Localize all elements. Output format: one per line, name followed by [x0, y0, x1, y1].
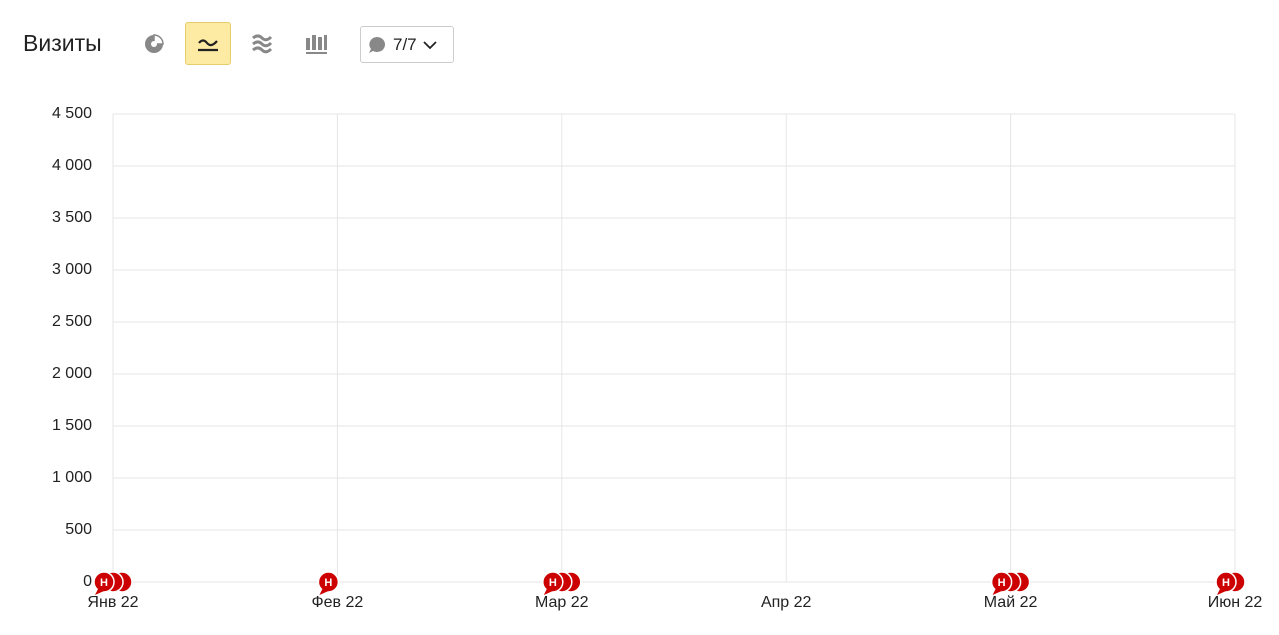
- x-tick-label: Май 22: [984, 594, 1038, 611]
- annotation-tail: [1217, 589, 1226, 595]
- annotation-filter-label: 7/7: [393, 34, 417, 54]
- y-tick-label: 2 000: [52, 365, 92, 382]
- annotation-marker: [102, 571, 124, 593]
- annotation-label: Н: [100, 577, 108, 589]
- y-tick-label: 4 500: [52, 105, 92, 122]
- annotation-marker: [551, 571, 573, 593]
- y-tick-label: 3 500: [52, 209, 92, 226]
- annotation-group: Н: [93, 571, 133, 595]
- annotation-label: Н: [1222, 577, 1230, 589]
- annotation-filter-dropdown[interactable]: 7/7: [360, 26, 454, 63]
- annotation-group: Н: [990, 571, 1031, 595]
- annotation-marker: [317, 571, 340, 593]
- annotation-marker: [560, 571, 582, 593]
- annotation-marker: [1008, 571, 1031, 593]
- annotation-marker: [999, 571, 1022, 593]
- annotation-marker: [93, 571, 115, 593]
- annotation-group: Н: [317, 571, 340, 595]
- chevron: [423, 40, 437, 49]
- annotation-tail: [992, 589, 1002, 595]
- x-tick-label: Апр 22: [761, 594, 812, 611]
- comment-icon: [369, 36, 385, 53]
- annotation-marker: [111, 571, 133, 593]
- x-tick-label: Мар 22: [535, 594, 589, 611]
- bar-chart-button[interactable]: [293, 22, 339, 65]
- x-tick-label: Фев 22: [311, 594, 363, 611]
- y-tick-label: 0: [83, 573, 92, 590]
- pie-icon: [145, 33, 164, 53]
- annotation-label: Н: [998, 577, 1006, 589]
- annotation-label: Н: [324, 577, 332, 589]
- y-tick-label: 2 500: [52, 313, 92, 330]
- area-icon: [252, 34, 273, 53]
- annotation-marker: [1224, 571, 1246, 593]
- x-tick-label: Июн 22: [1208, 594, 1263, 611]
- y-tick-label: 3 000: [52, 261, 92, 278]
- x-tick-label: Янв 22: [87, 594, 138, 611]
- annotation-group: Н: [542, 571, 582, 595]
- bar-icon: [306, 34, 327, 54]
- pie-chart-button[interactable]: [131, 22, 177, 65]
- y-tick-label: 500: [65, 521, 92, 538]
- line-chart-button[interactable]: [185, 22, 231, 65]
- annotation-marker: [542, 571, 564, 593]
- annotation-marker: [1215, 571, 1237, 593]
- area-chart-button[interactable]: [239, 22, 285, 65]
- annotation-tail: [319, 589, 329, 595]
- y-tick-label: 4 000: [52, 157, 92, 174]
- y-tick-label: 1 500: [52, 417, 92, 434]
- y-tick-label: 1 000: [52, 469, 92, 486]
- chart-title: Визиты: [23, 30, 102, 56]
- annotation-tail: [543, 589, 553, 595]
- annotation-tail: [95, 589, 104, 595]
- annotation-group: Н: [1215, 571, 1246, 595]
- line-icon: [198, 38, 218, 51]
- annotation-marker: [990, 571, 1013, 593]
- annotation-label: Н: [549, 577, 557, 589]
